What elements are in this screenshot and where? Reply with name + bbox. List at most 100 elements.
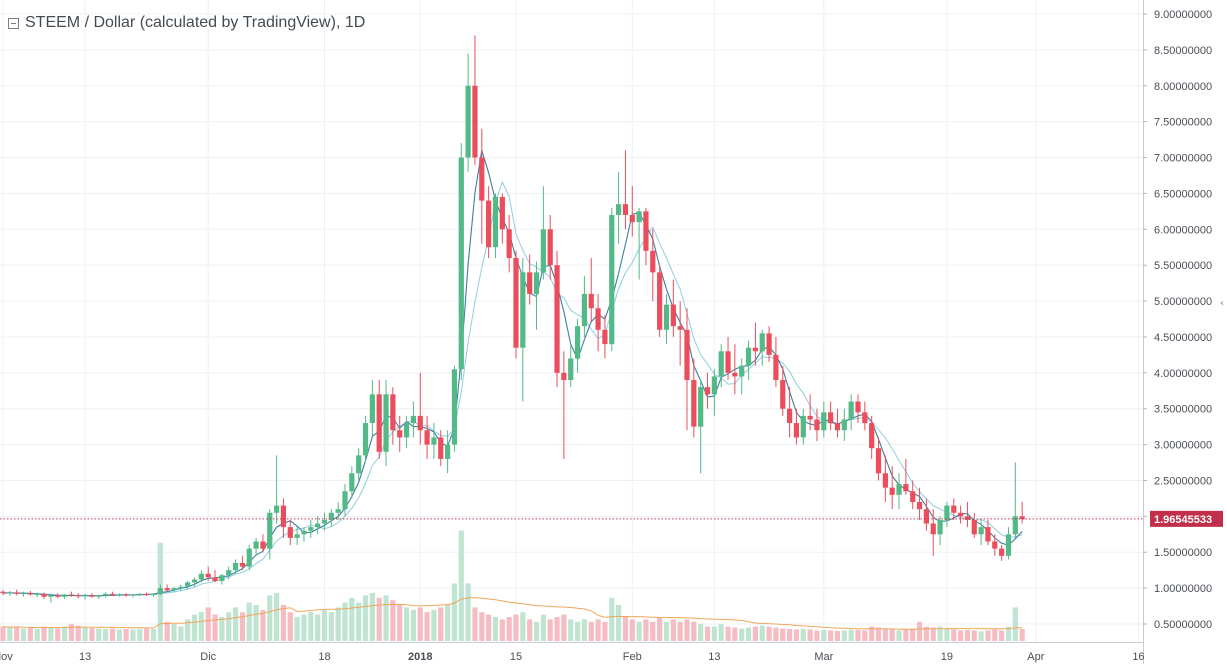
candle-body[interactable] — [848, 401, 854, 420]
candle-body[interactable] — [27, 593, 33, 595]
candle-body[interactable] — [841, 419, 847, 431]
candle-body[interactable] — [663, 304, 670, 330]
candle-body[interactable] — [698, 387, 704, 427]
candle-body[interactable] — [588, 293, 594, 309]
candle-body[interactable] — [451, 369, 458, 445]
candle-body[interactable] — [232, 563, 239, 571]
candle-body[interactable] — [787, 408, 793, 424]
candle-body[interactable] — [150, 593, 157, 595]
candle-body[interactable] — [923, 509, 929, 524]
candle-body[interactable] — [506, 229, 512, 258]
candle-body[interactable] — [61, 594, 68, 597]
candle-body[interactable] — [1019, 516, 1025, 520]
candle-body[interactable] — [390, 394, 396, 431]
candle-body[interactable] — [14, 592, 20, 594]
candle-body[interactable] — [157, 588, 163, 594]
candle-body[interactable] — [96, 595, 102, 597]
candle-body[interactable] — [793, 423, 800, 438]
candle-body[interactable] — [130, 594, 136, 596]
candle-body[interactable] — [657, 272, 663, 330]
candle-body[interactable] — [807, 415, 813, 420]
candle-body[interactable] — [930, 523, 936, 535]
candle-body[interactable] — [889, 487, 895, 495]
candle-body[interactable] — [342, 491, 348, 510]
candle-body[interactable] — [287, 527, 293, 538]
candle-body[interactable] — [198, 573, 204, 580]
candle-body[interactable] — [308, 527, 314, 531]
candle-body[interactable] — [362, 423, 369, 456]
candle-body[interactable] — [226, 570, 232, 576]
candle-body[interactable] — [574, 326, 581, 359]
candle-body[interactable] — [280, 505, 287, 528]
candle-body[interactable] — [999, 548, 1005, 556]
axis-scroll-handle-icon[interactable]: ‹ — [1220, 298, 1224, 309]
candle-body[interactable] — [800, 415, 806, 438]
candle-body[interactable] — [424, 430, 430, 445]
candle-body[interactable] — [438, 437, 444, 459]
candle-body[interactable] — [821, 412, 827, 431]
candle-body[interactable] — [144, 593, 150, 595]
candle-body[interactable] — [520, 272, 526, 348]
candle-body[interactable] — [116, 594, 122, 596]
candle-body[interactable] — [68, 594, 74, 596]
candle-body[interactable] — [1012, 516, 1018, 535]
candle-body[interactable] — [1005, 534, 1012, 556]
candle-body[interactable] — [376, 394, 382, 452]
candle-body[interactable] — [20, 593, 27, 595]
candle-body[interactable] — [34, 593, 40, 595]
candle-body[interactable] — [855, 401, 861, 413]
candle-body[interactable] — [759, 333, 765, 352]
candle-body[interactable] — [492, 197, 499, 248]
candle-body[interactable] — [239, 563, 245, 567]
candle-body[interactable] — [123, 594, 129, 596]
candle-body[interactable] — [691, 380, 697, 427]
candle-body[interactable] — [609, 214, 615, 345]
candle-body[interactable] — [55, 595, 61, 597]
candle-body[interactable] — [958, 512, 964, 517]
candle-body[interactable] — [397, 430, 403, 438]
candle-body[interactable] — [417, 415, 423, 431]
candle-body[interactable] — [458, 157, 464, 370]
candle-body[interactable] — [643, 211, 649, 251]
candle-body[interactable] — [137, 593, 143, 595]
candle-body[interactable] — [294, 534, 300, 538]
candle-body[interactable] — [253, 541, 259, 549]
candle-body[interactable] — [171, 588, 177, 591]
candle-body[interactable] — [540, 229, 546, 273]
candle-body[interactable] — [773, 354, 779, 380]
candle-body[interactable] — [82, 595, 88, 597]
candle-body[interactable] — [595, 308, 601, 330]
candle-body[interactable] — [766, 333, 772, 355]
candle-body[interactable] — [944, 505, 950, 520]
candle-body[interactable] — [219, 575, 225, 581]
candle-body[interactable] — [212, 577, 218, 581]
candle-body[interactable] — [568, 358, 574, 380]
candle-body[interactable] — [869, 423, 875, 449]
candle-body[interactable] — [725, 351, 731, 373]
candle-body[interactable] — [814, 419, 820, 431]
candle-body[interactable] — [561, 372, 567, 380]
candle-body[interactable] — [903, 484, 909, 492]
candle-body[interactable] — [89, 595, 95, 597]
candle-body[interactable] — [718, 351, 724, 377]
plot-area[interactable] — [0, 0, 1143, 642]
candle-body[interactable] — [745, 347, 752, 366]
candle-body[interactable] — [185, 582, 191, 587]
candle-body[interactable] — [636, 211, 642, 223]
candle-body[interactable] — [41, 593, 47, 597]
candle-body[interactable] — [916, 502, 923, 510]
candle-body[interactable] — [828, 412, 834, 424]
candle-body[interactable] — [554, 265, 560, 373]
candle-body[interactable] — [321, 519, 328, 524]
candle-body[interactable] — [75, 595, 81, 597]
candle-body[interactable] — [465, 85, 471, 158]
candle-body[interactable] — [732, 372, 738, 377]
candle-body[interactable] — [704, 387, 711, 395]
candle-body[interactable] — [267, 512, 273, 549]
candle-body[interactable] — [260, 541, 266, 549]
candle-body[interactable] — [780, 380, 786, 409]
candle-body[interactable] — [499, 197, 505, 230]
candle-body[interactable] — [315, 523, 321, 528]
candle-body[interactable] — [383, 394, 389, 452]
